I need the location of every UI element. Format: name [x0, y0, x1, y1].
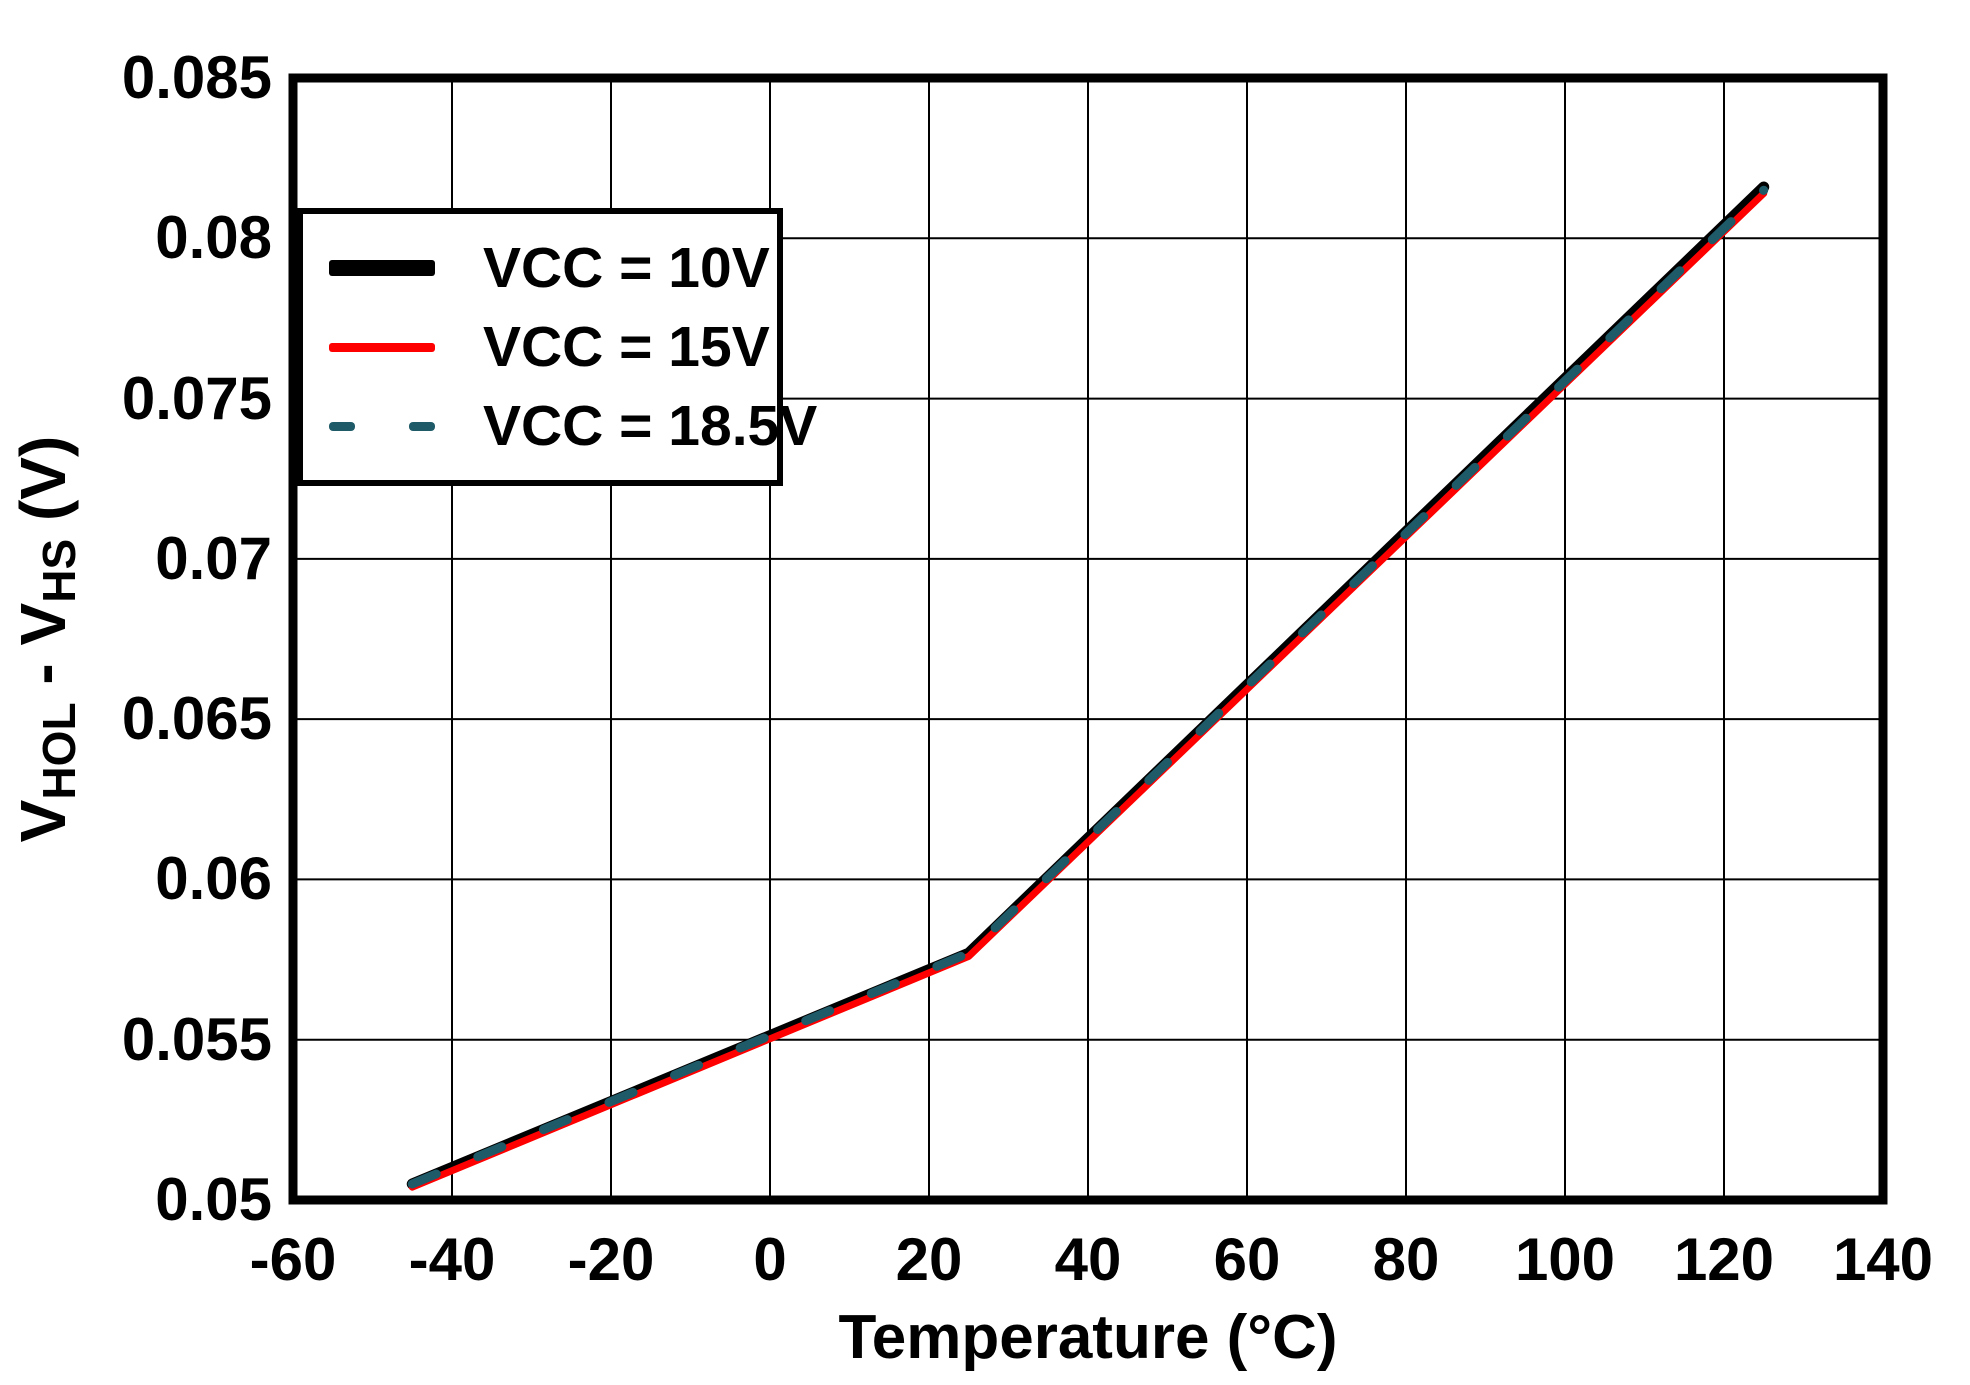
series-line-vcc-15v [408, 189, 1768, 1191]
y-title-text: (V) [6, 435, 79, 539]
y-tick-label: 0.07 [155, 524, 272, 592]
x-tick-label: -60 [249, 1226, 337, 1293]
legend-line-sample-solid [329, 342, 435, 352]
legend-item-vcc-18.5v: VCC = 18.5V [329, 387, 817, 466]
x-tick-label: 120 [1673, 1226, 1775, 1293]
legend-label: VCC = 15V [483, 315, 770, 379]
y-axis-title: VHOL - VHS (V) [6, 436, 86, 843]
x-axis-title: Temperature (°C) [838, 1303, 1338, 1372]
x-tick-label: 0 [753, 1226, 787, 1293]
y-title-subscript: HS [33, 538, 86, 603]
legend-dash [409, 421, 435, 431]
x-tick-label: -20 [567, 1226, 655, 1293]
y-title-text: - V [6, 602, 79, 703]
y-title-text: V [6, 799, 79, 843]
y-tick-label: 0.05 [155, 1166, 272, 1233]
y-title-subscript: HOL [33, 702, 86, 800]
plot-border [288, 73, 1888, 1205]
x-tick-label: 20 [895, 1226, 963, 1293]
x-tick-label: -40 [408, 1226, 496, 1293]
x-tick-label: 100 [1514, 1226, 1616, 1293]
legend-line [329, 342, 435, 352]
y-tick-label: 0.065 [121, 685, 272, 753]
x-tick-label: 80 [1372, 1226, 1440, 1293]
x-tick-label: 60 [1213, 1226, 1281, 1293]
legend-line-sample-dashed [329, 421, 435, 431]
legend-dash [329, 421, 355, 431]
legend-line-sample-solid [329, 260, 435, 276]
y-tick-label: 0.075 [121, 364, 272, 432]
legend-item-vcc-10v: VCC = 10V [329, 229, 777, 308]
legend-line [329, 260, 435, 276]
y-tick-label: 0.055 [121, 1005, 272, 1073]
x-tick-label: 40 [1054, 1226, 1122, 1293]
y-tick-label: 0.085 [121, 44, 272, 111]
y-tick-label: 0.08 [155, 204, 272, 272]
x-tick-label: 140 [1832, 1226, 1934, 1293]
y-tick-label: 0.06 [155, 845, 272, 913]
legend-label: VCC = 18.5V [483, 394, 818, 458]
legend: VCC = 10V VCC = 15V VCC = 18.5V [297, 208, 817, 486]
legend-item-vcc-15v: VCC = 15V [329, 308, 777, 387]
legend-label: VCC = 10V [483, 236, 770, 300]
